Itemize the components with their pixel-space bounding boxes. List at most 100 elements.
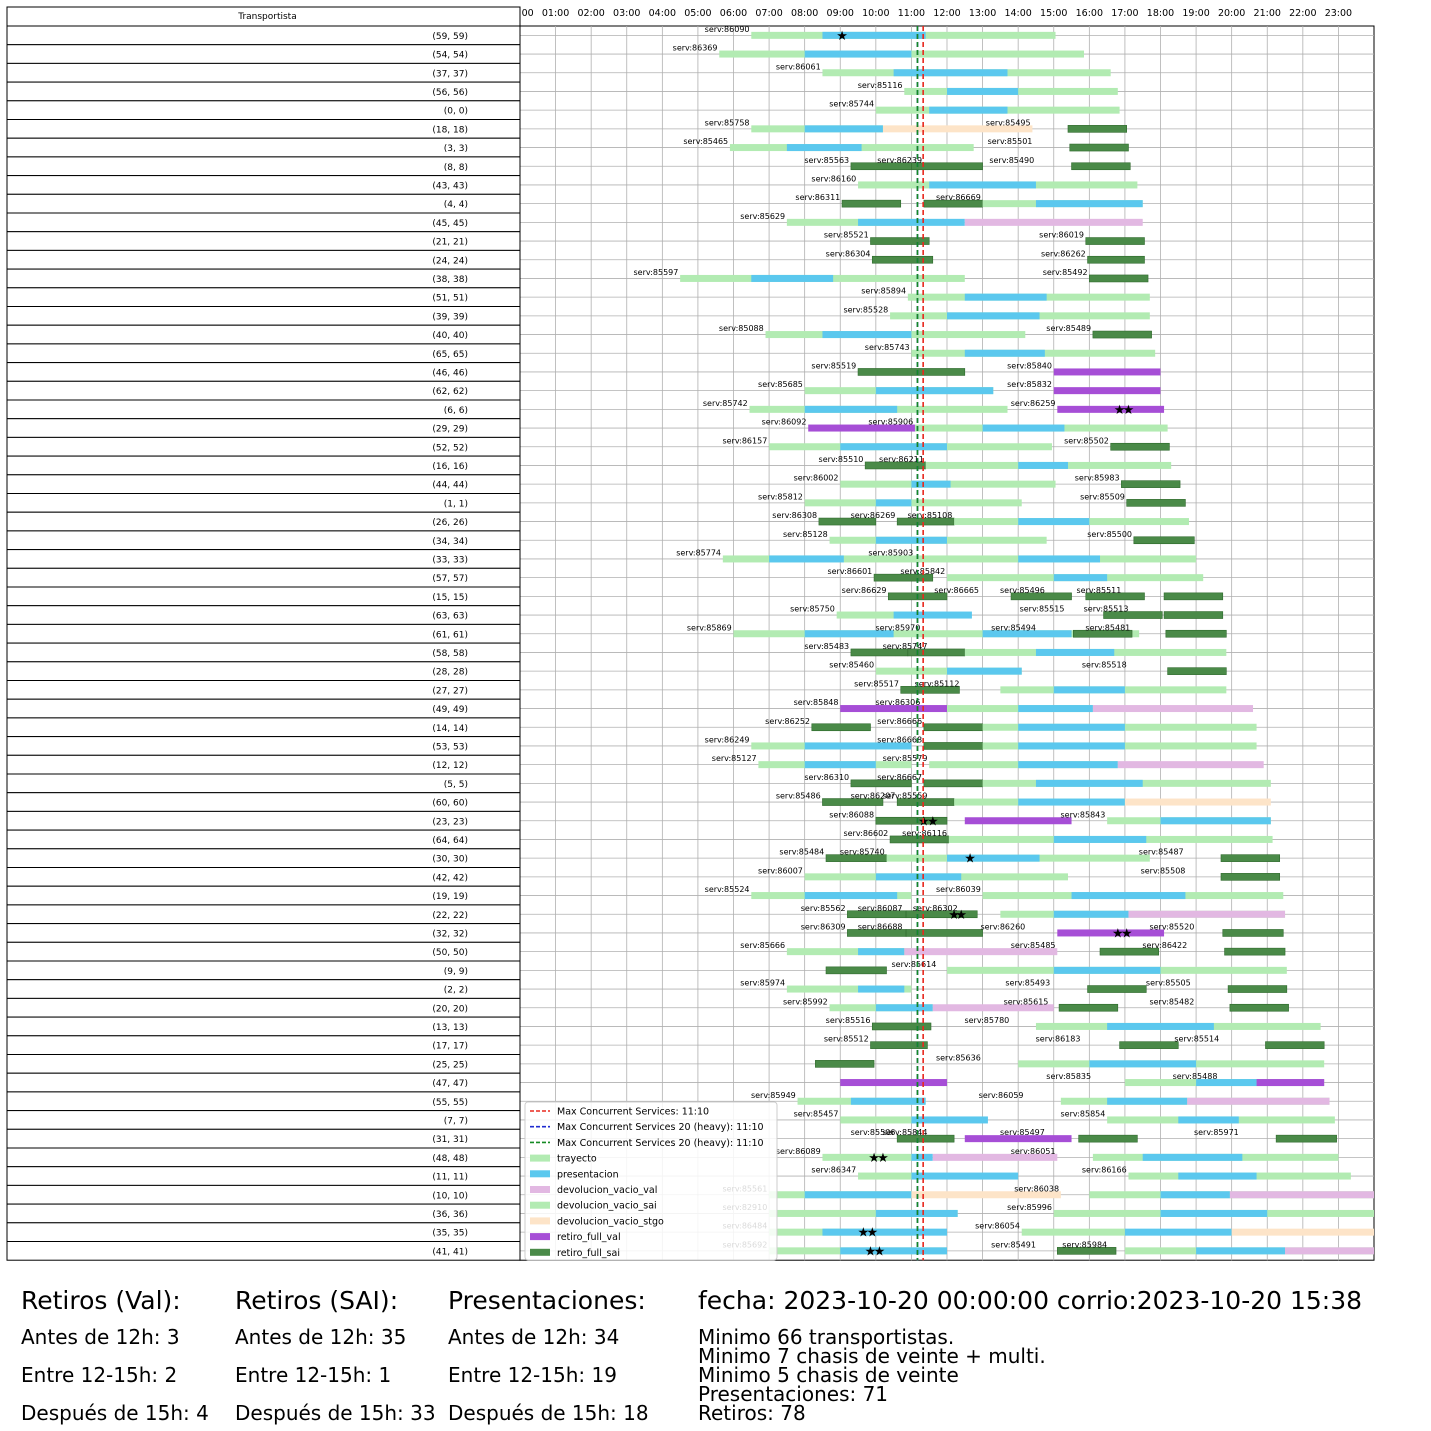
retiro-full-sai-bar	[811, 723, 871, 732]
service-tag: serv:85515	[1020, 605, 1065, 614]
service-tag: serv:85511	[1077, 586, 1122, 595]
min-transportistas: Minimo 66 transportistas.	[698, 1325, 955, 1349]
service-tag: serv:85128	[783, 530, 828, 539]
presentacion-bar	[850, 1097, 926, 1105]
retiro-full-sai-bar	[1085, 592, 1145, 601]
service-tag: serv:85615	[1004, 997, 1049, 1006]
retiro-full-sai-bar	[1110, 442, 1170, 451]
service-tag: serv:86260	[980, 922, 1025, 931]
service-tag: serv:85512	[824, 1035, 869, 1044]
row-label: (54, 54)	[432, 51, 468, 61]
devolucion-vacio-val-bar	[1229, 1191, 1374, 1199]
service-tag: serv:85108	[908, 511, 953, 520]
presentacion-bar	[858, 985, 905, 993]
retiro-full-sai-bar	[1126, 499, 1186, 507]
presentacion-bar	[1196, 1079, 1257, 1087]
service-tag: serv:85127	[712, 754, 757, 763]
retiros-total: Retiros: 78	[698, 1401, 806, 1425]
service-tag: serv:86259	[1011, 399, 1056, 408]
row-label: (35, 35)	[432, 1229, 468, 1239]
retiro-full-sai-bar	[1078, 1134, 1138, 1143]
presentacion-bar	[786, 144, 862, 152]
star-marker: ★	[964, 852, 976, 867]
row-label: (45, 45)	[432, 219, 468, 229]
retiro-full-sai-bar	[1057, 1247, 1117, 1255]
presentacion-bar	[1053, 910, 1129, 918]
presentaciones-title: Presentaciones:	[448, 1286, 646, 1315]
service-tag: serv:85509	[1080, 492, 1125, 501]
hour-tick-label: 19:00	[1182, 8, 1209, 19]
row-label: (49, 49)	[432, 705, 468, 715]
retiro-full-sai-bar	[1089, 274, 1149, 283]
service-tag: serv:86311	[795, 193, 840, 202]
hour-tick-label: 09:00	[827, 8, 854, 19]
service-tag: serv:85519	[811, 361, 856, 370]
service-tag: serv:85614	[891, 960, 936, 969]
star-marker: ★	[1123, 403, 1135, 418]
service-tag: serv:85465	[683, 137, 728, 146]
row-label: (20, 20)	[432, 1004, 468, 1014]
gantt-bars	[680, 31, 1374, 1255]
service-tag: serv:86054	[975, 1222, 1020, 1231]
devolucion-vacio-val-bar	[904, 948, 1058, 956]
row-label: (27, 27)	[432, 686, 468, 696]
presentacion-bar	[751, 274, 834, 282]
retiro-full-sai-bar	[818, 517, 877, 526]
hour-tick-label: 07:00	[755, 8, 782, 19]
devolucion-vacio-val-bar	[1128, 910, 1286, 918]
service-tag: serv:86629	[842, 586, 887, 595]
retiro-full-sai-bar	[1092, 330, 1152, 339]
retiro-full-sai-bar	[1121, 480, 1181, 488]
service-tag: serv:86249	[705, 735, 750, 744]
service-tag: serv:86602	[843, 829, 888, 838]
legend-label: Max Concurrent Services 20 (heavy): 11:1…	[557, 1122, 764, 1133]
service-tag: serv:85508	[1141, 866, 1186, 875]
service-tag: serv:86059	[979, 1091, 1024, 1100]
retiro-full-sai-bar	[1073, 629, 1133, 638]
service-tag: serv:86039	[936, 885, 981, 894]
retiro-full-sai-bar	[905, 929, 983, 937]
devolucion-vacio-val-bar	[1117, 761, 1264, 769]
presentacion-bar	[804, 125, 883, 133]
row-label: (1, 1)	[444, 499, 468, 509]
hour-tick-label: 15:00	[1040, 8, 1067, 19]
star-marker: ★	[955, 908, 967, 923]
star-marker: ★	[1121, 926, 1133, 941]
devolucion-vacio-val-bar	[932, 1153, 1058, 1161]
retiro-full-val-bar	[1053, 387, 1161, 395]
service-tag: serv:86051	[1011, 1147, 1056, 1156]
row-label: (18, 18)	[432, 125, 468, 135]
presentaciones-total: Presentaciones: 71	[698, 1382, 889, 1406]
row-label: (21, 21)	[432, 238, 468, 248]
legend-label: Max Concurrent Services 20 (heavy): 11:1…	[557, 1138, 764, 1149]
retiro-full-sai-bar	[870, 1041, 928, 1049]
row-label: (3, 3)	[444, 144, 468, 154]
retiro-full-sai-bar	[1085, 237, 1145, 245]
retiro-full-val-bar	[964, 817, 1072, 825]
row-label: (7, 7)	[444, 1116, 468, 1126]
service-tag: serv:86667	[877, 773, 922, 782]
row-label: (28, 28)	[432, 668, 468, 678]
retiro-full-val-bar	[808, 424, 915, 432]
hour-tick-label: 23:00	[1325, 8, 1352, 19]
service-tag: serv:85487	[1139, 848, 1184, 857]
retiros-sai-12-15: Entre 12-15h: 1	[235, 1363, 392, 1387]
presentacion-bar	[858, 948, 905, 956]
service-tag: serv:85502	[1064, 436, 1109, 445]
presentacion-bar	[893, 611, 972, 619]
hour-tick-label: 01:00	[542, 8, 569, 19]
retiro-full-sai-bar	[873, 573, 934, 582]
service-tag: serv:85492	[1043, 268, 1088, 277]
hour-tick-label: 04:00	[649, 8, 676, 19]
presentacion-bar	[911, 480, 951, 488]
row-label: (26, 26)	[432, 518, 468, 528]
run-info-title: fecha: 2023-10-20 00:00:00 corrio:2023-1…	[698, 1286, 1363, 1315]
service-tag: serv:85505	[1146, 979, 1191, 988]
table-header-transportista: Transportista	[237, 12, 296, 22]
service-tag: serv:85483	[804, 642, 849, 651]
hour-tick-label: 11:00	[898, 8, 925, 19]
devolucion-vacio-stgo-bar	[882, 125, 1033, 133]
service-tag: serv:85484	[779, 848, 824, 857]
hour-tick-label: 14:00	[1004, 8, 1031, 19]
retiro-full-sai-bar	[1227, 985, 1288, 993]
